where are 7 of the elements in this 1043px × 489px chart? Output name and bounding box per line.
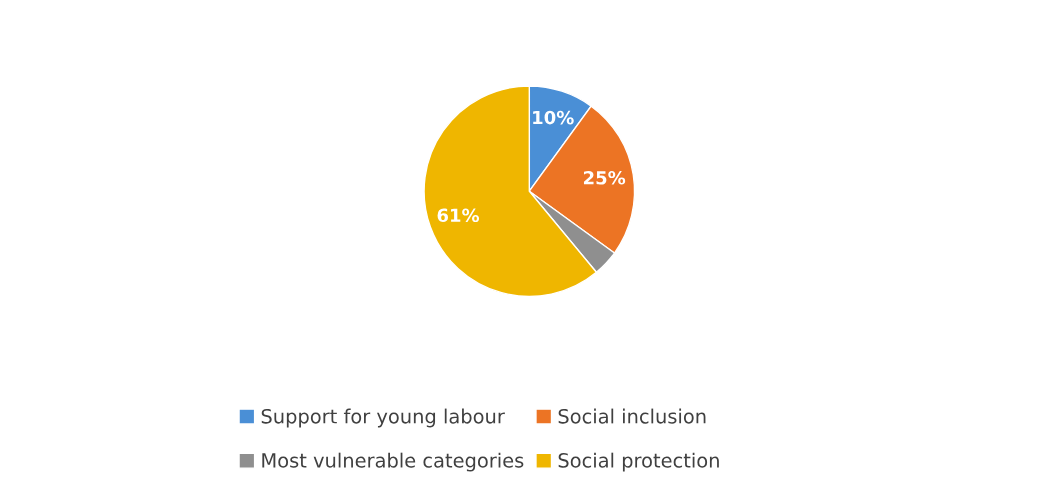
data-label: 61% <box>437 208 480 223</box>
legend-label: Most vulnerable categories <box>262 452 524 472</box>
data-label: 25% <box>583 170 626 185</box>
data-label: 10% <box>533 110 574 125</box>
legend-label: Support for young labour <box>261 408 505 428</box>
legend-label: Social inclusion <box>558 408 706 424</box>
legend-label: Social protection <box>558 452 719 472</box>
